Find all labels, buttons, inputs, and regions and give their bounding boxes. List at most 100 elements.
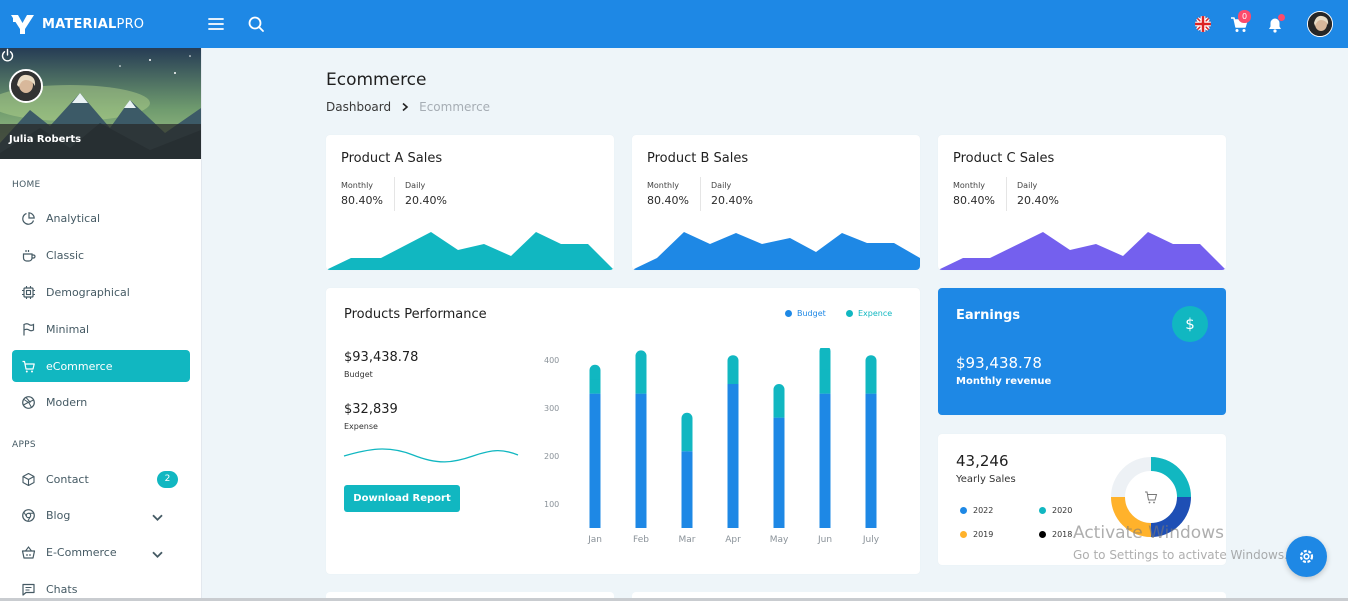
- sales-monthly-value: 80.40%: [953, 194, 995, 207]
- bar-budget-may[interactable]: [773, 417, 785, 528]
- brand[interactable]: MATERIALPRO: [10, 13, 144, 35]
- sidebar-item-minimal[interactable]: Minimal: [12, 313, 190, 345]
- sidebar-item-label: Classic: [46, 248, 85, 262]
- cpu-icon: [22, 285, 35, 299]
- sales-daily-label: Daily: [1017, 181, 1038, 190]
- sales-sparkline-c: [938, 232, 1226, 270]
- divider: [1006, 177, 1007, 211]
- sidebar-item-demographical[interactable]: Demographical: [12, 276, 190, 308]
- x-tick-label: May: [770, 535, 789, 545]
- sidebar-item-label: Contact: [46, 472, 89, 486]
- sales-monthly-label: Monthly: [647, 181, 680, 190]
- bar-budget-jun[interactable]: [819, 393, 831, 528]
- x-tick-label: Apr: [725, 535, 741, 545]
- expense-value: $32,839: [344, 402, 398, 417]
- message-icon: [22, 583, 35, 596]
- sales-daily: Daily 20.40%: [1017, 181, 1059, 207]
- sidebar-item-label: eCommerce: [46, 359, 113, 373]
- x-tick-label: July: [862, 535, 880, 545]
- legend-dot: [960, 507, 967, 514]
- x-tick-label: Mar: [679, 535, 696, 545]
- legend-expence: Expence: [846, 309, 892, 318]
- legend-label: Budget: [797, 309, 826, 318]
- y-tick-label: 300: [544, 404, 559, 413]
- bell-icon[interactable]: [1264, 13, 1286, 35]
- sidebar-item-chats[interactable]: Chats: [12, 573, 190, 601]
- bar-budget-mar[interactable]: [681, 451, 693, 528]
- pie-chart-icon: [22, 211, 35, 225]
- breadcrumb-dashboard[interactable]: Dashboard: [326, 100, 392, 114]
- chevron-down-icon: [152, 514, 163, 522]
- sales-monthly-label: Monthly: [341, 181, 374, 190]
- sidebar-item-classic[interactable]: Classic: [12, 239, 190, 271]
- divider: [394, 177, 395, 211]
- cart-icon: [1145, 491, 1158, 504]
- sidebar-item-modern[interactable]: Modern: [12, 386, 190, 418]
- bar-budget-july[interactable]: [865, 393, 877, 528]
- legend-dot: [1039, 531, 1046, 538]
- chevron-right-icon: [402, 102, 409, 112]
- earnings-card: Earnings $ $93,438.78 Monthly revenue: [938, 288, 1226, 415]
- search-icon[interactable]: [245, 13, 267, 35]
- yearly-sales-label: Yearly Sales: [956, 474, 1016, 485]
- legend-label: Expence: [858, 309, 893, 318]
- bar-segment-fill: [589, 379, 601, 394]
- partial-card: [632, 592, 1226, 601]
- sidebar-item-e-commerce[interactable]: E-Commerce: [12, 536, 190, 568]
- expense-trend-line: [343, 448, 519, 463]
- sales-daily-label: Daily: [405, 181, 426, 190]
- legend-label: 2019: [973, 530, 994, 539]
- contact-count-badge: 2: [157, 471, 178, 488]
- sales-daily-value: 20.40%: [405, 194, 447, 207]
- sidebar-item-blog[interactable]: Blog: [12, 499, 190, 531]
- sales-monthly: Monthly 80.40%: [341, 181, 383, 207]
- sales-monthly-value: 80.40%: [647, 194, 689, 207]
- bar-budget-apr[interactable]: [727, 384, 739, 528]
- flag-uk-icon[interactable]: [1192, 13, 1214, 35]
- breadcrumb-current: Ecommerce: [419, 100, 491, 114]
- sidebar-item-contact[interactable]: Contact 2: [12, 463, 190, 495]
- user-avatar[interactable]: [1307, 11, 1333, 37]
- legend-dot: [960, 531, 967, 538]
- shopping-cart-icon: [22, 360, 35, 372]
- bar-segment-fill: [819, 369, 831, 394]
- breadcrumb: Dashboard Ecommerce: [326, 100, 490, 114]
- legend-2022: 2022: [960, 506, 993, 515]
- download-report-button[interactable]: Download Report: [344, 485, 460, 512]
- bar-segment-fill: [635, 372, 647, 394]
- profile-avatar[interactable]: [9, 69, 43, 103]
- sidebar-item-label: Analytical: [46, 211, 101, 225]
- settings-button[interactable]: [1286, 536, 1327, 577]
- power-icon[interactable]: [0, 48, 15, 63]
- sidebar-item-ecommerce[interactable]: eCommerce: [12, 350, 190, 382]
- bar-segment-fill: [727, 369, 739, 384]
- products-performance-chart: 400 300 200 100 Jan Feb Mar Apr May Jun July: [544, 348, 880, 545]
- sales-card-a: Product A Sales Monthly 80.40% Daily 20.…: [326, 135, 614, 270]
- products-performance-title: Products Performance: [344, 307, 487, 322]
- profile-bar: [0, 124, 201, 159]
- sidebar-item-analytical[interactable]: Analytical: [12, 202, 190, 234]
- menu-icon[interactable]: [205, 13, 227, 35]
- sales-daily: Daily 20.40%: [711, 181, 753, 207]
- flag-icon: [23, 322, 35, 335]
- profile-name[interactable]: Julia Roberts: [9, 134, 82, 145]
- gear-icon: [1299, 549, 1314, 564]
- budget-value: $93,438.78: [344, 350, 419, 365]
- legend-2020: 2020: [1039, 506, 1072, 515]
- x-tick-label: Jan: [587, 535, 602, 545]
- sales-card-b: Product B Sales Monthly 80.40% Daily 20.…: [632, 135, 920, 270]
- sales-daily-value: 20.40%: [1017, 194, 1059, 207]
- donut-segment-2019: [1111, 496, 1152, 537]
- earnings-label: Monthly revenue: [956, 376, 1052, 387]
- profile-avatar-image: [11, 71, 41, 101]
- legend-2018: 2018: [1039, 530, 1072, 539]
- legend-dot: [846, 310, 853, 317]
- sales-daily: Daily 20.40%: [405, 181, 447, 207]
- bottom-border: [0, 598, 1348, 601]
- expense-label: Expense: [344, 422, 378, 431]
- bar-budget-jan[interactable]: [589, 393, 601, 528]
- aperture-icon: [22, 395, 35, 409]
- y-tick-label: 200: [544, 452, 559, 461]
- earnings-title: Earnings: [956, 308, 1021, 323]
- bar-budget-feb[interactable]: [635, 393, 647, 528]
